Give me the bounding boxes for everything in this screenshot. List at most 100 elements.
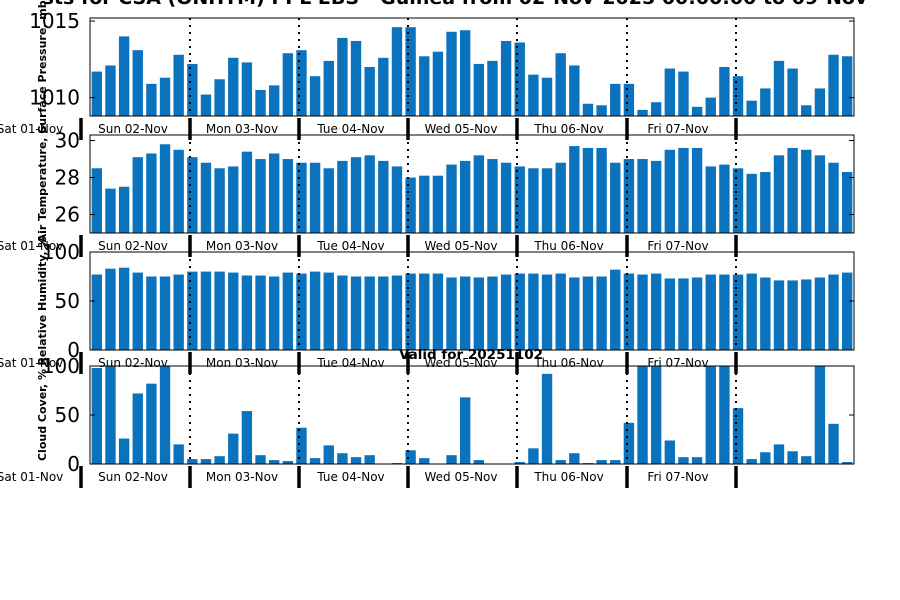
bar — [828, 162, 839, 233]
x-tick-label: Wed 05-Nov — [425, 239, 498, 253]
bar — [569, 65, 580, 116]
bar — [419, 458, 430, 464]
bar — [350, 40, 362, 116]
bar — [405, 273, 416, 350]
bar — [323, 445, 334, 464]
bar — [132, 393, 143, 464]
bar — [828, 274, 839, 350]
bar — [132, 50, 143, 116]
bar — [309, 76, 321, 116]
bar — [555, 53, 566, 116]
bar — [146, 153, 157, 233]
bar — [91, 168, 103, 233]
bar — [159, 144, 171, 233]
bar — [337, 275, 348, 350]
bar — [569, 277, 580, 350]
bar — [732, 408, 744, 464]
bar — [801, 456, 812, 464]
bar — [200, 271, 212, 350]
bar — [841, 56, 853, 116]
bar — [282, 272, 294, 350]
bar — [187, 157, 198, 233]
bar — [787, 451, 798, 464]
x-tick-label: Mon 03-Nov — [206, 470, 278, 484]
y-tick-label: 0 — [67, 452, 80, 476]
bar — [200, 459, 212, 464]
bar — [719, 164, 730, 233]
bar — [91, 71, 103, 116]
bar — [378, 57, 389, 116]
x-tick-label: Wed 05-Nov — [425, 122, 498, 136]
bar — [582, 103, 594, 116]
bar — [569, 453, 580, 464]
bar — [773, 444, 785, 464]
valid-for-label: Valid for 20251102 — [399, 347, 543, 363]
bar — [282, 53, 294, 116]
bar — [801, 279, 812, 350]
bar — [255, 275, 266, 350]
bar — [91, 274, 103, 350]
bar — [419, 56, 430, 116]
x-tick-label: Wed 05-Nov — [425, 470, 498, 484]
bar — [637, 109, 648, 116]
bar — [555, 162, 566, 233]
bar — [623, 159, 635, 233]
bar — [214, 79, 225, 116]
bar — [337, 160, 348, 233]
bar — [514, 42, 525, 116]
bar — [419, 175, 430, 233]
bar — [610, 269, 621, 350]
bar — [664, 68, 676, 116]
bar — [787, 68, 798, 116]
plot-axes-frame — [89, 17, 855, 117]
bar — [705, 366, 716, 464]
bar — [214, 271, 225, 350]
x-tick-label: Thu 06-Nov — [533, 356, 603, 370]
bar — [650, 273, 662, 350]
x-tick-label: Thu 06-Nov — [533, 122, 603, 136]
bar — [173, 274, 184, 350]
bar — [296, 273, 307, 350]
bar — [105, 268, 116, 350]
bar — [610, 460, 621, 464]
bar — [596, 276, 607, 350]
bar — [159, 77, 171, 116]
bar — [118, 438, 130, 464]
bar — [187, 63, 198, 116]
bar — [732, 274, 744, 350]
bar — [760, 452, 771, 464]
bar — [391, 275, 403, 350]
bar — [323, 272, 334, 350]
bar — [678, 147, 689, 233]
bar — [146, 276, 157, 350]
bar — [146, 83, 157, 116]
x-tick-label: Tue 04-Nov — [316, 239, 384, 253]
bar — [118, 36, 130, 116]
bar — [446, 164, 457, 233]
y-axis-label: Cloud Cover, % — [36, 369, 49, 461]
bar — [719, 366, 730, 464]
bar — [541, 77, 553, 116]
bar — [432, 175, 444, 233]
bar — [296, 162, 307, 233]
bar — [173, 444, 184, 464]
bar — [664, 278, 676, 350]
bar — [555, 460, 566, 464]
bar — [446, 277, 457, 350]
bar — [637, 159, 648, 233]
bar — [637, 274, 648, 350]
bar — [691, 457, 703, 464]
bar — [282, 159, 294, 233]
bar — [528, 168, 539, 233]
bar — [378, 160, 389, 233]
bar — [446, 31, 457, 117]
bar — [255, 89, 266, 116]
bar — [705, 274, 716, 350]
bar — [459, 397, 471, 464]
y-tick-label: 100 — [42, 354, 80, 378]
bar — [214, 168, 225, 233]
bar — [500, 162, 512, 233]
bar — [650, 102, 662, 116]
bar — [787, 147, 798, 233]
